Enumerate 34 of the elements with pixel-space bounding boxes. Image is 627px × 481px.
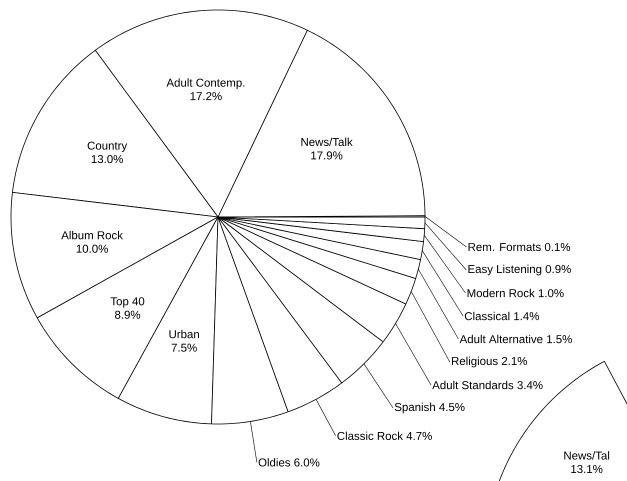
data-label: 7.5% [172,344,197,352]
slice-label: Country [88,142,128,152]
data-label: 8.9% [114,310,140,319]
data-label: 17.2% [190,92,222,100]
slice-label: News/Talk [301,138,353,146]
data-label: 17.9% [311,151,342,160]
data-label: 13.1% [571,464,602,474]
slice-label: Rem. Formats [468,243,541,252]
data-label: 10.0% [76,244,108,253]
slice-label: Oldies [258,458,290,467]
slice-label: Spanish [394,402,435,414]
slice-label: Classic Rock [337,432,404,440]
data-label: 1.5% [547,335,572,344]
slice-label: Classical [464,312,510,320]
data-label: 4.7% [406,432,432,440]
data-label: 4.5% [439,403,465,412]
data-label: 1.0% [538,289,564,298]
data-label: 1.4% [514,312,540,320]
slice-label: Religious [452,356,498,368]
slice-label: Easy Listening [468,264,542,276]
data-label: 0.9% [546,264,571,274]
data-label: 13.0% [92,155,123,164]
slice-label: Adult Contemp. [166,78,244,89]
data-label: 2.1% [502,356,528,366]
slice-label: Top 40 [110,297,144,308]
slice-label: Urban [169,330,199,338]
slice-label: Modern Rock [468,288,535,298]
slice-label: Album Rock [61,230,123,240]
slice-label: Adult Alternative [460,334,542,344]
data-label: 0.1% [544,242,570,252]
data-label: 3.4% [517,381,543,390]
data-label: 6.0% [294,458,320,467]
slice-label: Adult Standards [432,380,514,390]
slice-label: News/Tal [564,451,610,460]
